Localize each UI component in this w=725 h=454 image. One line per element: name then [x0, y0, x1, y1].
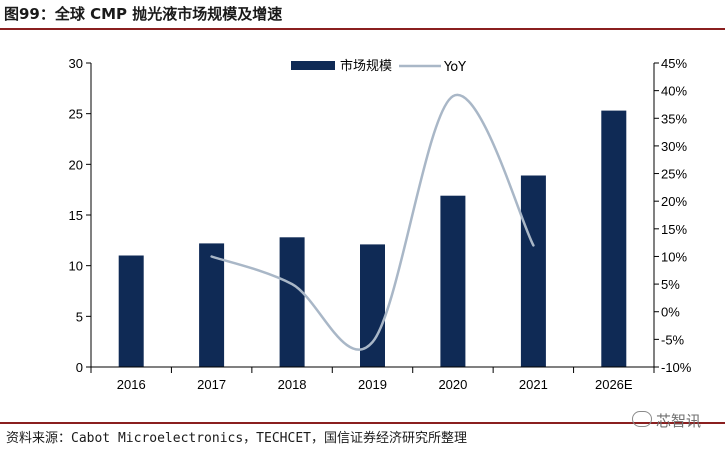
x-axis-labels: 2016 2017 2018 2019 2020 2021 2026E: [90, 367, 655, 392]
title-divider: [0, 28, 725, 30]
right-tick-label: -10%: [661, 360, 692, 375]
bar-2017: [199, 243, 225, 367]
right-tick-label: 45%: [661, 56, 687, 71]
legend-bar-swatch: [291, 61, 335, 70]
bar-2018: [279, 237, 305, 367]
left-tick-label: 15: [69, 208, 83, 223]
x-tick-label-2026E: 2026E: [595, 377, 633, 392]
right-tick-label: 5%: [661, 277, 680, 292]
bar-2019: [360, 244, 385, 367]
right-tick-label: 35%: [661, 111, 687, 126]
right-tick-label: 40%: [661, 84, 687, 99]
left-axis-ticks: 0 5 10 15 20 25 30: [69, 56, 91, 375]
axes: [90, 63, 655, 368]
x-tick-label-2018: 2018: [278, 377, 307, 392]
right-axis-ticks: -10% -5% 0% 5% 10% 15% 20% 25% 30% 35% 40% 45%: [654, 56, 692, 375]
bar-2026E: [601, 110, 627, 367]
left-tick-label: 25: [69, 107, 83, 122]
right-tick-label: 25%: [661, 167, 687, 182]
bar-series: [118, 110, 627, 367]
right-tick-label: 30%: [661, 139, 687, 154]
legend: 市场规模 YoY: [291, 58, 466, 75]
footer-divider: [0, 422, 725, 424]
x-tick-label-2017: 2017: [197, 377, 226, 392]
right-tick-label: 20%: [661, 194, 687, 209]
chart-title: 图99：全球 CMP 抛光液市场规模及增速: [4, 5, 283, 23]
x-tick-label-2016: 2016: [117, 377, 146, 392]
watermark: 芯智讯: [632, 410, 701, 431]
right-tick-label: 0%: [661, 305, 680, 320]
legend-line-label: YoY: [443, 60, 466, 75]
left-tick-label: 20: [69, 157, 83, 172]
bar-2021: [520, 175, 546, 367]
x-tick-label-2020: 2020: [438, 377, 467, 392]
bar-2020: [440, 195, 466, 367]
left-tick-label: 30: [69, 56, 83, 71]
x-tick-label-2019: 2019: [358, 377, 387, 392]
left-tick-label: 10: [69, 259, 83, 274]
x-tick-label-2021: 2021: [519, 377, 548, 392]
wechat-icon: [632, 411, 652, 427]
watermark-text: 芯智讯: [656, 412, 702, 430]
right-tick-label: 10%: [661, 249, 687, 264]
yoy-line: [210, 93, 535, 351]
left-tick-label: 0: [76, 360, 83, 375]
right-tick-label: 15%: [661, 222, 687, 237]
bar-2016: [118, 255, 144, 367]
source-note: 资料来源：Cabot Microelectronics，TECHCET，国信证券…: [6, 431, 467, 446]
chart: 市场规模 YoY 0 5 10 15 20 25 30 -10% -5% 0% 5% 10% 15% 2…: [69, 56, 692, 392]
right-tick-label: -5%: [661, 332, 685, 347]
left-tick-label: 5: [76, 309, 83, 324]
legend-bar-label: 市场规模: [340, 58, 392, 74]
